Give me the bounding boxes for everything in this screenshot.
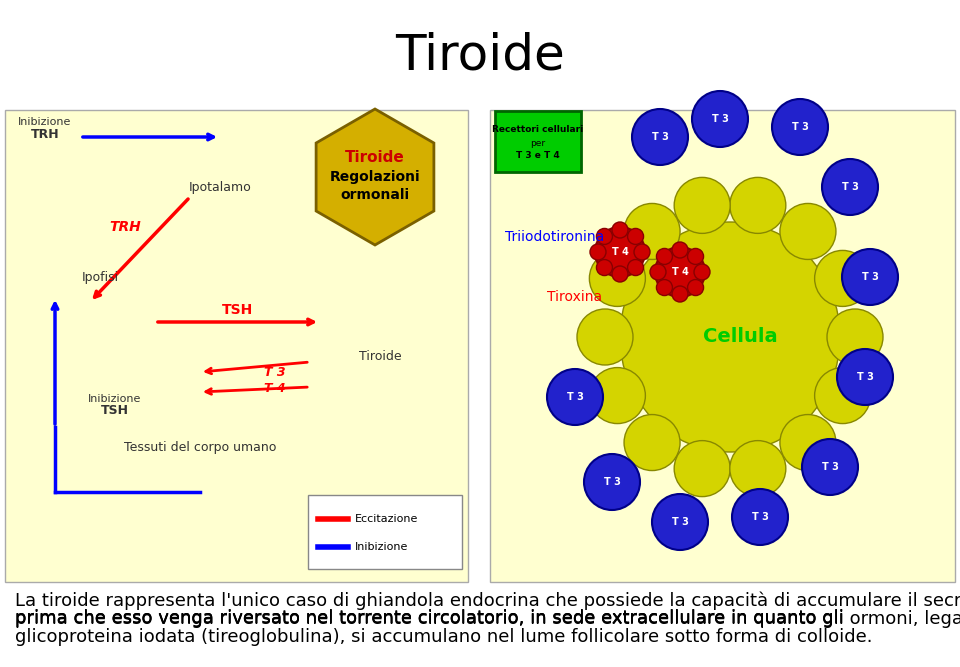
Text: T 3 e T 4: T 3 e T 4 <box>516 151 560 159</box>
Circle shape <box>815 368 871 424</box>
Text: T 4: T 4 <box>612 247 629 257</box>
Text: T 3: T 3 <box>856 372 874 382</box>
Circle shape <box>632 109 688 165</box>
Text: TSH: TSH <box>101 404 129 418</box>
Circle shape <box>584 454 640 510</box>
Text: prima che esso venga riversato nel torrente circolatorio, in sede extracellulare: prima che esso venga riversato nel torre… <box>15 609 850 627</box>
Circle shape <box>692 91 748 147</box>
Text: Inibizione: Inibizione <box>355 542 408 552</box>
Circle shape <box>674 177 731 233</box>
FancyBboxPatch shape <box>308 495 462 569</box>
Circle shape <box>624 415 680 470</box>
Text: Tiroide: Tiroide <box>396 32 564 80</box>
Circle shape <box>590 244 606 260</box>
Text: Recettori cellulari: Recettori cellulari <box>492 125 584 135</box>
Text: T 3: T 3 <box>792 122 808 132</box>
Circle shape <box>652 494 708 550</box>
Text: T 4: T 4 <box>264 382 286 396</box>
Circle shape <box>822 159 878 215</box>
Text: Tiroide: Tiroide <box>346 149 405 165</box>
Text: T 3: T 3 <box>752 512 768 522</box>
Circle shape <box>672 286 688 302</box>
Circle shape <box>628 228 643 244</box>
Text: per: per <box>531 139 545 147</box>
Circle shape <box>547 369 603 425</box>
Circle shape <box>687 279 704 295</box>
Circle shape <box>687 248 704 264</box>
Text: Tiroide: Tiroide <box>359 350 401 364</box>
Circle shape <box>624 203 680 259</box>
Circle shape <box>694 264 710 280</box>
Text: Cellula: Cellula <box>703 327 778 346</box>
FancyBboxPatch shape <box>495 111 581 172</box>
Circle shape <box>612 266 628 282</box>
Text: Eccitazione: Eccitazione <box>355 514 419 524</box>
Circle shape <box>589 250 645 306</box>
Text: T 3: T 3 <box>711 114 729 124</box>
Circle shape <box>657 248 672 264</box>
Text: Ipofisi: Ipofisi <box>82 271 119 283</box>
Text: Ipotalamo: Ipotalamo <box>188 181 252 193</box>
FancyBboxPatch shape <box>5 110 468 582</box>
Text: T 4: T 4 <box>672 267 688 277</box>
Ellipse shape <box>620 222 840 452</box>
Circle shape <box>815 250 871 306</box>
Circle shape <box>827 309 883 365</box>
Text: Triiodotironina: Triiodotironina <box>505 230 605 244</box>
Text: ormonali: ormonali <box>341 188 410 202</box>
Text: T 3: T 3 <box>822 462 838 472</box>
Circle shape <box>780 415 836 470</box>
Text: Tiroxina: Tiroxina <box>547 290 603 304</box>
Text: T 3: T 3 <box>652 132 668 142</box>
Text: T 3: T 3 <box>264 366 286 378</box>
Text: prima che esso venga riversato nel torrente circolatorio, in sede extracellulare: prima che esso venga riversato nel torre… <box>15 609 850 627</box>
Text: Inibizione: Inibizione <box>18 117 72 127</box>
Circle shape <box>577 309 633 365</box>
Circle shape <box>842 249 898 305</box>
Circle shape <box>730 177 786 233</box>
Circle shape <box>628 259 643 275</box>
Polygon shape <box>316 109 434 245</box>
Circle shape <box>802 439 858 495</box>
Text: Regolazioni: Regolazioni <box>329 170 420 184</box>
Text: prima che esso venga riversato nel torrente circolatorio, in sede extracellulare: prima che esso venga riversato nel torre… <box>15 610 960 628</box>
Text: T 3: T 3 <box>566 392 584 402</box>
Circle shape <box>732 489 788 545</box>
Text: TRH: TRH <box>109 220 141 234</box>
Circle shape <box>837 349 893 405</box>
Text: TSH: TSH <box>222 303 252 317</box>
Circle shape <box>596 259 612 275</box>
Text: Tessuti del corpo umano: Tessuti del corpo umano <box>124 440 276 454</box>
Text: La tiroide rappresenta l'unico caso di ghiandola endocrina che possiede la capac: La tiroide rappresenta l'unico caso di g… <box>15 591 960 610</box>
Circle shape <box>780 203 836 259</box>
Circle shape <box>589 368 645 424</box>
Circle shape <box>595 227 645 277</box>
Circle shape <box>655 247 705 297</box>
Text: T 3: T 3 <box>842 182 858 192</box>
Text: glicoproteina iodata (tireoglobulina), si accumulano nel lume follicolare sotto : glicoproteina iodata (tireoglobulina), s… <box>15 628 873 646</box>
Circle shape <box>730 441 786 497</box>
Circle shape <box>612 222 628 238</box>
Text: T 3: T 3 <box>672 517 688 527</box>
FancyBboxPatch shape <box>490 110 955 582</box>
Circle shape <box>657 279 672 295</box>
Circle shape <box>672 242 688 258</box>
Circle shape <box>674 441 731 497</box>
Circle shape <box>772 99 828 155</box>
Circle shape <box>596 228 612 244</box>
Text: T 3: T 3 <box>604 477 620 487</box>
Text: T 3: T 3 <box>861 272 878 282</box>
Circle shape <box>634 244 650 260</box>
Text: Inibizione: Inibizione <box>88 394 142 404</box>
Circle shape <box>650 264 666 280</box>
Text: TRH: TRH <box>31 127 60 141</box>
